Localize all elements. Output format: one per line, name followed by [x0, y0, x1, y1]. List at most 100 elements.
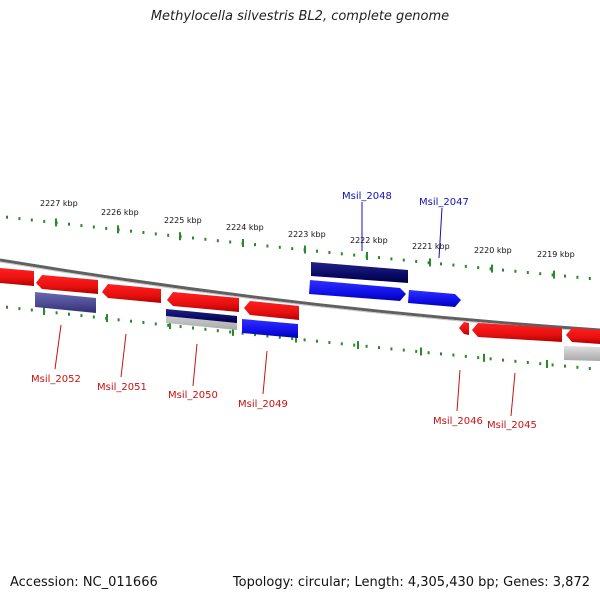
upper-scale-minor-tick — [452, 263, 455, 267]
lower-scale-minor-tick — [241, 331, 244, 335]
lower-scale-minor-tick — [588, 367, 591, 370]
gene-msil-2045-arrow[interactable] — [472, 323, 562, 342]
lower-scale-minor-tick — [390, 347, 393, 351]
tick-label-2227: 2227 kbp — [40, 199, 78, 208]
upper-scale-minor-tick — [216, 239, 219, 243]
gene-msil-2049-arrow[interactable] — [244, 301, 299, 320]
upper-scale-minor-tick — [353, 253, 356, 257]
lower-scale-minor-tick — [204, 327, 207, 331]
lower-scale-major-tick-4 — [295, 334, 297, 343]
lower-scale-minor-tick — [365, 344, 368, 348]
lower-scale-minor-tick — [254, 333, 256, 337]
upper-scale-minor-tick — [192, 236, 194, 240]
upper-scale-major-tick-8 — [553, 270, 555, 279]
gene-label-msil-2052[interactable]: Msil_2052 — [31, 374, 81, 385]
upper-scale-minor-tick — [551, 273, 554, 277]
upper-scale-major-tick-4 — [304, 245, 306, 254]
gene-label-msil-2046[interactable]: Msil_2046 — [433, 416, 483, 427]
upper-scale-minor-tick — [328, 251, 331, 254]
lower-scale-minor-tick — [216, 329, 219, 333]
lower-scale-minor-tick — [6, 305, 8, 309]
gene-label-msil-2048[interactable]: Msil_2048 — [342, 191, 392, 202]
gene-msil-2047-arrow[interactable] — [408, 290, 461, 307]
gene-msil-2050-arrow[interactable] — [167, 292, 239, 312]
upper-scale-minor-tick — [18, 217, 21, 221]
gene-label-msil-2050[interactable]: Msil_2050 — [168, 390, 218, 401]
lower-scale-major-tick-6 — [420, 347, 422, 356]
upper-scale-minor-tick — [502, 268, 504, 272]
lower-scale-minor-tick — [340, 342, 343, 346]
lower-scale-minor-tick — [489, 357, 492, 361]
lower-scale-minor-tick — [328, 341, 331, 344]
lower-scale-minor-tick — [477, 356, 480, 360]
gene-msil-2046-arrow[interactable] — [459, 322, 469, 335]
upper-scale-minor-tick — [539, 272, 542, 276]
gene-msil-2052-shadow[interactable] — [35, 292, 96, 313]
gene-msil-2048-shadow[interactable] — [311, 262, 408, 283]
gene-msil-2044-shadow[interactable] — [564, 346, 600, 361]
upper-scale-minor-tick — [464, 264, 467, 268]
upper-scale-minor-tick — [576, 275, 579, 279]
lower-scale-major-tick-3 — [232, 327, 234, 336]
upper-scale-minor-tick — [440, 262, 442, 266]
upper-scale-minor-tick — [291, 247, 294, 251]
lower-scale-minor-tick — [278, 335, 281, 339]
upper-scale-minor-tick — [204, 237, 207, 241]
upper-scale-minor-tick — [105, 226, 108, 230]
lower-scale-minor-tick — [80, 314, 83, 318]
lower-scale-ticks — [6, 305, 591, 370]
upper-scale-minor-tick — [415, 259, 418, 263]
lower-scale-minor-tick — [564, 364, 566, 368]
lower-scale-minor-tick — [68, 312, 70, 316]
upper-scale-minor-tick — [427, 261, 430, 265]
lower-scale-minor-tick — [154, 322, 157, 326]
lower-scale-minor-tick — [229, 330, 232, 334]
lower-scale-minor-tick — [452, 353, 455, 357]
lower-scale-minor-tick — [18, 307, 21, 311]
lower-scale-minor-tick — [464, 354, 467, 358]
upper-scale-minor-tick — [477, 266, 480, 270]
tick-label-2225: 2225 kbp — [164, 216, 202, 225]
gene-msil-2053-arrow[interactable] — [0, 268, 34, 286]
leader-msil-2046 — [456, 369, 461, 412]
upper-scale-minor-tick — [340, 252, 343, 256]
lower-scale-minor-tick — [402, 348, 405, 352]
upper-scale-minor-tick — [489, 267, 492, 271]
tick-label-2219: 2219 kbp — [537, 250, 575, 259]
upper-scale-major-tick-6 — [429, 258, 431, 267]
gene-msil-2052-arrow[interactable] — [36, 275, 98, 294]
lower-scale-minor-tick — [167, 323, 170, 327]
gene-label-msil-2045[interactable]: Msil_2045 — [487, 420, 537, 431]
lower-scale-minor-tick — [117, 318, 120, 322]
gene-label-msil-2049[interactable]: Msil_2049 — [238, 399, 288, 410]
gene-msil-2048-arrow[interactable] — [309, 280, 406, 301]
leader-msil-2051 — [120, 333, 127, 378]
upper-scale-major-tick-3 — [242, 239, 244, 247]
lower-scale-minor-tick — [142, 321, 145, 324]
gene-msil-2051-arrow[interactable] — [102, 284, 161, 303]
gene-label-msil-2047[interactable]: Msil_2047 — [419, 197, 469, 208]
upper-scale-minor-tick — [154, 232, 157, 236]
gene-msil-2049-shadow[interactable] — [242, 319, 298, 338]
upper-scale-minor-tick — [588, 277, 591, 280]
page-title: Methylocella silvestris BL2, complete ge… — [150, 9, 450, 24]
upper-scale-minor-tick — [564, 274, 566, 278]
gene-msil-2050-navy[interactable] — [166, 309, 237, 323]
upper-scale-major-tick-2 — [179, 232, 181, 241]
lower-scale-minor-tick — [415, 349, 418, 353]
upper-scale-minor-tick — [43, 219, 46, 223]
gene-label-msil-2051[interactable]: Msil_2051 — [97, 382, 147, 393]
lower-scale-minor-tick — [378, 346, 380, 350]
tick-label-2223: 2223 kbp — [288, 230, 326, 239]
lower-scale-minor-tick — [30, 308, 33, 312]
lower-scale-major-tick-5 — [357, 341, 359, 350]
gene-msil-2044-arrow[interactable] — [566, 328, 600, 344]
upper-scale-minor-tick — [390, 257, 393, 261]
lower-scale-major-tick-1 — [106, 314, 108, 323]
leader-msil-2045 — [510, 372, 516, 417]
lower-scale-minor-tick — [576, 365, 579, 369]
upper-scale-minor-tick — [526, 271, 529, 274]
lower-scale-minor-tick — [291, 337, 294, 341]
upper-scale-minor-tick — [92, 225, 95, 229]
upper-scale-major-tick-7 — [491, 264, 493, 273]
